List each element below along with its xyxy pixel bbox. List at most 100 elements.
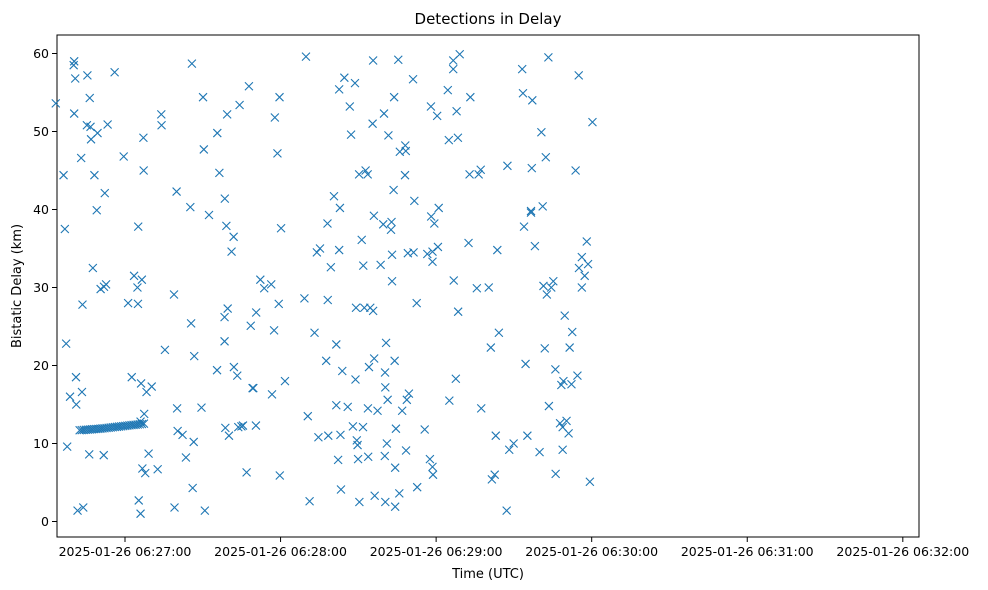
y-axis: 0 10 20 30 40 50 60: [33, 46, 57, 529]
data-point: [432, 111, 442, 121]
data-point: [156, 109, 166, 119]
data-point: [539, 281, 548, 291]
data-point: [314, 432, 323, 442]
data-point: [270, 113, 280, 122]
data-point: [255, 275, 265, 285]
data-point: [69, 60, 79, 70]
data-point: [530, 241, 540, 251]
data-point: [223, 304, 233, 313]
data-point: [585, 477, 595, 487]
data-point: [580, 271, 590, 281]
data-point: [380, 451, 390, 461]
data-point: [139, 409, 149, 419]
data-point: [567, 379, 576, 389]
data-point: [323, 431, 333, 441]
data-point: [370, 491, 380, 501]
data-point: [123, 298, 133, 308]
data-point: [185, 202, 195, 212]
data-point: [83, 70, 92, 80]
data-point: [110, 67, 120, 77]
data-point: [353, 440, 362, 450]
data-point: [363, 452, 373, 462]
data-point: [51, 99, 61, 108]
data-point: [387, 217, 396, 227]
data-point: [583, 259, 593, 269]
data-point: [301, 52, 311, 62]
data-point: [358, 261, 368, 271]
data-point: [380, 382, 390, 392]
y-tick-label: 0: [41, 514, 49, 529]
data-point: [300, 294, 309, 303]
data-point: [503, 161, 512, 171]
data-point: [541, 152, 551, 162]
data-point: [244, 81, 254, 91]
data-point: [504, 445, 514, 455]
data-point: [275, 92, 284, 102]
data-point: [389, 185, 398, 195]
data-point: [60, 224, 70, 234]
data-point: [376, 260, 386, 270]
data-point: [404, 389, 414, 398]
data-point: [329, 191, 339, 201]
data-point: [61, 339, 71, 349]
data-point: [401, 446, 411, 455]
data-point: [229, 232, 239, 242]
data-point: [346, 130, 356, 140]
data-point: [137, 464, 147, 473]
data-point: [574, 70, 584, 80]
data-point: [486, 343, 496, 352]
y-tick-label: 20: [33, 358, 49, 373]
data-point: [391, 424, 401, 434]
data-point: [393, 55, 403, 65]
data-point: [564, 428, 573, 438]
data-point: [509, 439, 519, 448]
data-point: [546, 283, 556, 292]
data-point: [93, 128, 102, 138]
data-point: [267, 389, 277, 399]
data-point: [71, 372, 81, 382]
data-point: [251, 421, 261, 430]
data-point: [449, 276, 459, 285]
data-point: [339, 73, 349, 83]
y-axis-title: Bistatic Delay (km): [10, 224, 25, 348]
data-point: [137, 419, 147, 429]
data-point: [401, 146, 411, 156]
data-point: [562, 416, 571, 426]
data-point: [494, 328, 504, 338]
data-point: [198, 92, 208, 102]
data-point: [390, 356, 400, 366]
data-point: [276, 223, 286, 233]
data-point: [357, 235, 367, 245]
data-point: [577, 252, 587, 262]
data-point: [543, 53, 553, 62]
data-point: [134, 496, 144, 505]
data-point: [200, 506, 210, 515]
data-point: [220, 423, 230, 433]
data-point: [402, 395, 412, 405]
data-point: [428, 257, 437, 267]
data-point: [518, 88, 528, 98]
data-point: [536, 127, 546, 137]
data-point: [101, 279, 111, 289]
data-point: [409, 196, 419, 206]
data-point: [465, 92, 475, 102]
data-point: [321, 356, 331, 366]
data-point: [235, 100, 244, 110]
data-point: [368, 119, 377, 129]
data-point: [389, 92, 399, 102]
x-tick-label: 2025-01-26 06:27:00: [59, 544, 192, 559]
data-point: [90, 170, 99, 180]
data-point: [390, 502, 400, 512]
data-point: [517, 64, 527, 74]
data-point: [305, 496, 314, 506]
data-point: [315, 244, 325, 253]
data-point: [220, 194, 230, 203]
data-point: [451, 374, 461, 384]
x-axis-title: Time (UTC): [451, 567, 524, 582]
data-point: [144, 449, 153, 459]
data-point: [574, 263, 584, 273]
data-point: [127, 372, 137, 382]
data-point: [100, 188, 110, 198]
data-point: [381, 338, 391, 348]
